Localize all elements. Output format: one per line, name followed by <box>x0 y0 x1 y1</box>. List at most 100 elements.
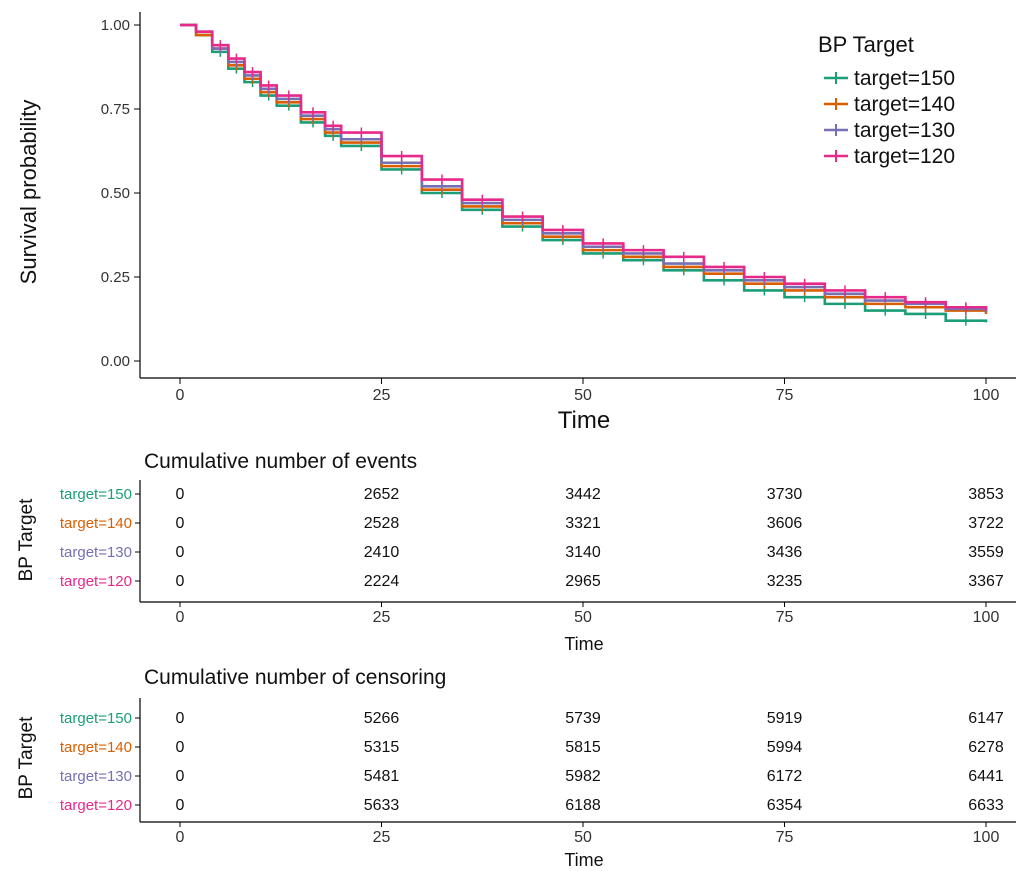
table-cell: 5919 <box>767 710 803 727</box>
table-cell: 3559 <box>968 544 1004 561</box>
events-x-ticks: 0 25 50 75 100 <box>176 602 1000 626</box>
legend: BP Target target=150 target=140 target=130… <box>818 32 955 168</box>
table-cell: 3140 <box>565 544 601 561</box>
censor-mark <box>307 107 318 118</box>
censor-mark <box>839 285 850 296</box>
table-cell: 0 <box>176 486 185 503</box>
table-cell: 3442 <box>565 486 601 503</box>
table-cell: 6633 <box>968 797 1004 814</box>
table-cell: 3436 <box>767 544 803 561</box>
table-cell: 6188 <box>565 797 601 814</box>
legend-label: target=150 <box>854 67 955 90</box>
x-tick-label: 75 <box>776 829 794 846</box>
table-cell: 0 <box>176 573 185 590</box>
censor-mark <box>960 315 971 326</box>
table-cell: 0 <box>176 515 185 532</box>
table-cell: 5481 <box>364 768 400 785</box>
censor-mark <box>517 211 528 222</box>
table-cell: 3606 <box>767 515 803 532</box>
censor-mark <box>598 238 609 249</box>
x-tick-label: 50 <box>574 609 592 626</box>
censor-mark <box>920 297 931 308</box>
table-cell: 3730 <box>767 486 803 503</box>
x-tick-label: 75 <box>776 609 794 626</box>
censor-mark <box>263 80 274 91</box>
table-cell: 6172 <box>767 768 803 785</box>
x-tick-label: 100 <box>973 829 1000 846</box>
censor-mark <box>477 194 488 205</box>
censor-mark <box>215 40 226 51</box>
table-cell: 2528 <box>364 515 400 532</box>
events-table-title: Cumulative number of events <box>144 450 417 473</box>
table-cell: 5633 <box>364 797 400 814</box>
events-rows: target=150 0 2652 3442 3730 3853 target=140 0 25… <box>60 486 1004 590</box>
x-tick-label: 25 <box>373 387 391 404</box>
censor-mark <box>356 127 367 138</box>
censor-mark <box>247 67 258 78</box>
x-tick-label: 100 <box>973 387 1000 404</box>
x-tick-label: 25 <box>373 829 391 846</box>
censoring-table-ylabel: BP Target <box>16 716 37 799</box>
table-cell: 0 <box>176 768 185 785</box>
y-axis-label: Survival probability <box>16 100 41 285</box>
table-cell: 5815 <box>565 739 601 756</box>
y-tick-label: 0.25 <box>101 269 130 286</box>
table-cell: 5266 <box>364 710 400 727</box>
legend-label: target=120 <box>854 145 955 168</box>
row-label: target=120 <box>60 573 132 590</box>
censoring-x-label: Time <box>564 850 603 870</box>
y-ticks: 0.00 0.25 0.50 0.75 1.00 <box>101 17 140 370</box>
table-cell: 6441 <box>968 768 1004 785</box>
x-tick-label: 25 <box>373 609 391 626</box>
table-cell: 5739 <box>565 710 601 727</box>
censor-mark <box>759 272 770 282</box>
table-cell: 0 <box>176 544 185 561</box>
censor-mark <box>436 174 447 185</box>
row-label: target=140 <box>60 739 132 756</box>
y-tick-label: 0.00 <box>101 353 130 370</box>
x-tick-label: 100 <box>973 609 1000 626</box>
table-cell: 3367 <box>968 573 1004 590</box>
y-tick-label: 0.50 <box>101 185 130 202</box>
censor-mark <box>283 90 294 101</box>
table-cell: 5994 <box>767 739 803 756</box>
row-label: target=130 <box>60 544 132 561</box>
x-tick-label: 75 <box>776 387 794 404</box>
y-tick-label: 1.00 <box>101 17 130 34</box>
censor-mark <box>799 278 810 289</box>
row-label: target=150 <box>60 710 132 727</box>
x-tick-label: 50 <box>574 387 592 404</box>
x-tick-label: 50 <box>574 829 592 846</box>
table-cell: 3722 <box>968 515 1004 532</box>
table-cell: 0 <box>176 739 185 756</box>
censor-mark <box>231 53 242 64</box>
row-label: target=120 <box>60 797 132 814</box>
censoring-x-ticks: 0 25 50 75 100 <box>176 822 1000 846</box>
table-cell: 3321 <box>565 515 601 532</box>
row-label: target=150 <box>60 486 132 503</box>
censor-mark <box>638 245 649 256</box>
legend-label: target=130 <box>854 119 955 142</box>
y-tick-label: 0.75 <box>101 101 130 118</box>
table-cell: 2965 <box>565 573 601 590</box>
censoring-rows: target=150 0 5266 5739 5919 6147 target=140 0 53… <box>60 710 1004 814</box>
table-cell: 3853 <box>968 486 1004 503</box>
x-ticks: 0 25 50 75 100 <box>176 378 1000 404</box>
table-cell: 5315 <box>364 739 400 756</box>
table-cell: 0 <box>176 797 185 814</box>
censor-mark <box>678 251 689 262</box>
censor-mark <box>328 120 339 131</box>
table-cell: 2224 <box>364 573 400 590</box>
censor-mark <box>719 261 730 272</box>
events-table: Cumulative number of events BP Target ta… <box>16 450 1016 654</box>
series-layer <box>180 23 988 326</box>
table-cell: 2410 <box>364 544 400 561</box>
censor-mark <box>557 224 568 235</box>
table-cell: 6354 <box>767 797 803 814</box>
x-tick-label: 0 <box>176 829 185 846</box>
table-cell: 6278 <box>968 739 1004 756</box>
events-x-label: Time <box>564 634 603 654</box>
censor-mark <box>396 151 407 162</box>
x-tick-label: 0 <box>176 387 185 404</box>
